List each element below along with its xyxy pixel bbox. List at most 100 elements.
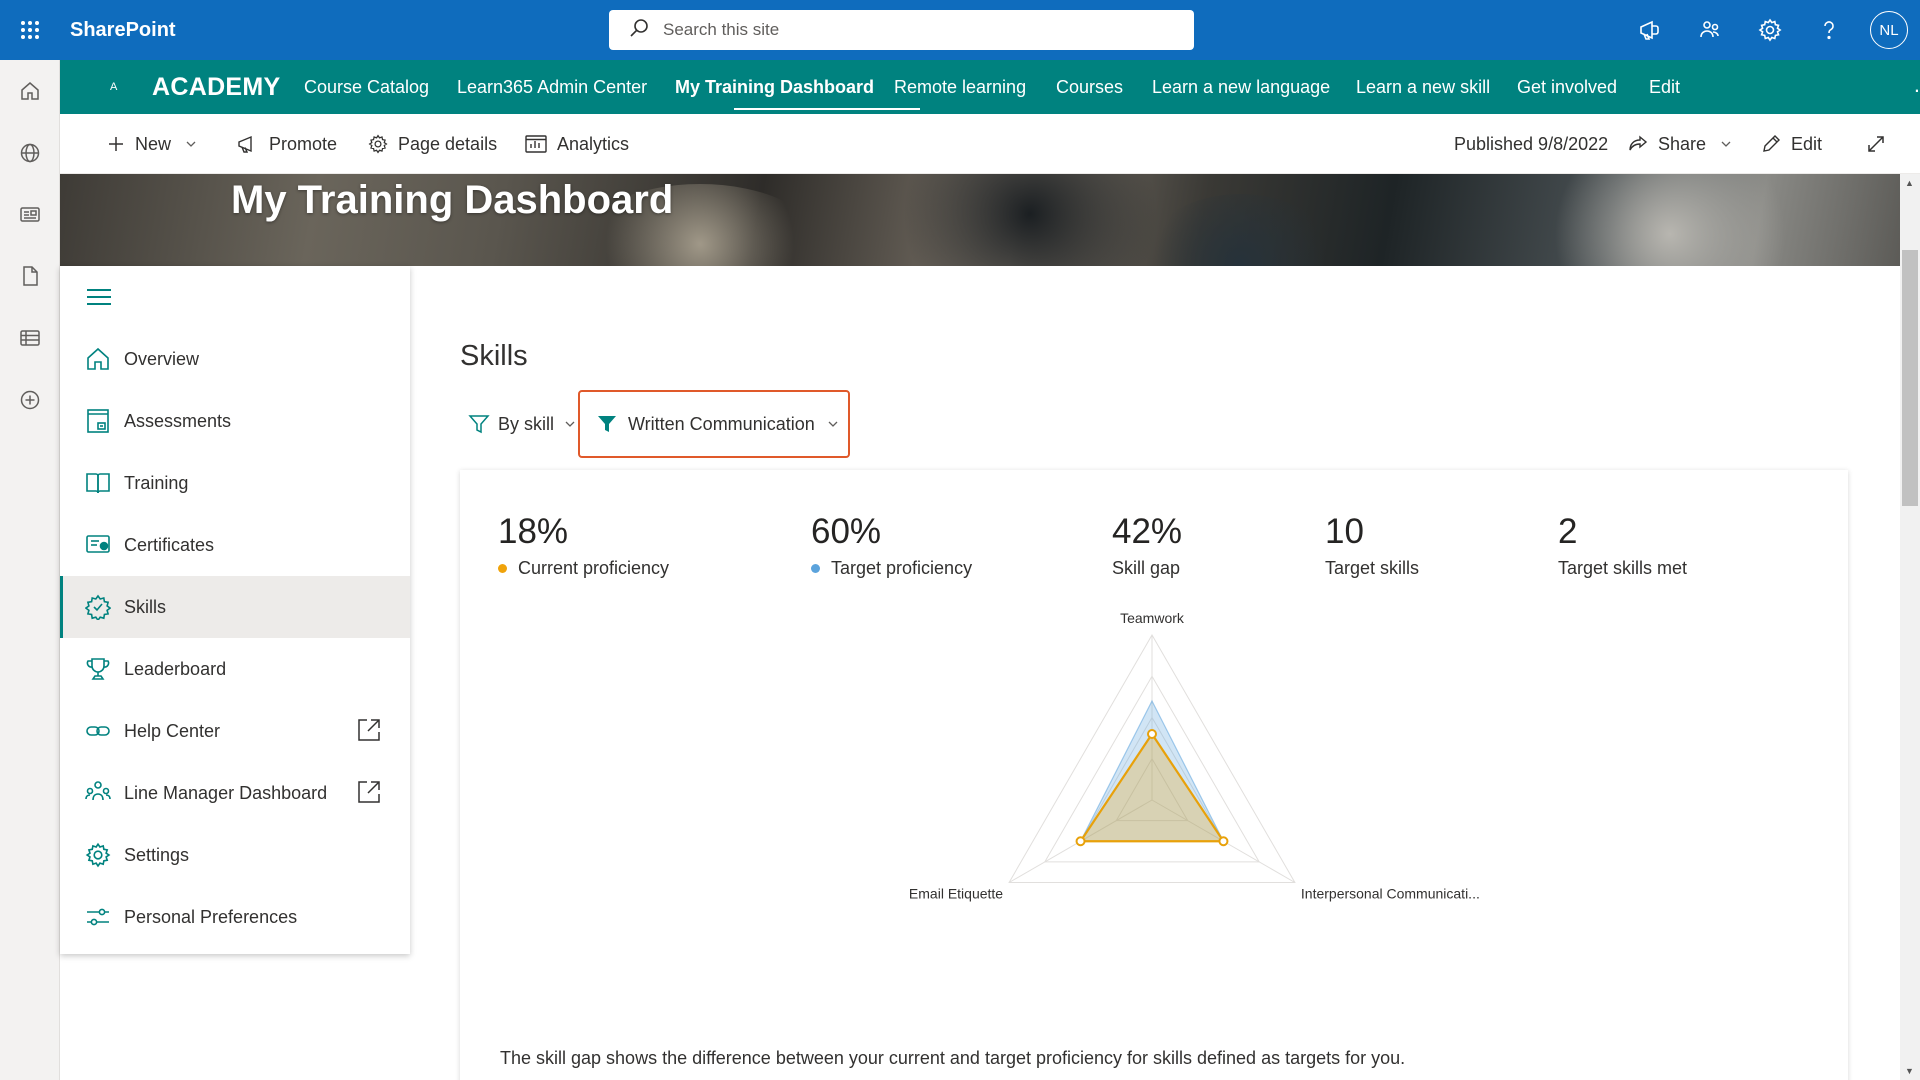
gear-icon: [368, 134, 388, 154]
hamburger-menu-icon[interactable]: [85, 286, 115, 316]
hub-link-courses[interactable]: Courses: [1056, 77, 1124, 97]
filter-by-dropdown[interactable]: By skill: [468, 404, 576, 444]
new-button[interactable]: New: [107, 114, 197, 174]
hero-banner: My Training Dashboard: [60, 174, 1900, 266]
skill-filter-value: Written Communication: [628, 413, 815, 434]
nav-item-training[interactable]: Training: [60, 452, 410, 514]
people-icon: [84, 779, 112, 807]
section-title: Skills: [460, 340, 528, 372]
metric-label: Target skills: [1325, 558, 1420, 578]
command-bar: New Promote Page details Analytics Publi…: [60, 114, 1920, 174]
nav-item-line-manager-dashboard[interactable]: Line Manager Dashboard: [60, 762, 410, 824]
avatar[interactable]: NL: [1870, 11, 1908, 49]
certificate-icon: [84, 531, 112, 559]
nav-item-personal-preferences[interactable]: Personal Preferences: [60, 886, 410, 948]
hub-link-learn-a-new-skill[interactable]: Learn a new skill: [1356, 77, 1491, 97]
filter-icon: [468, 415, 490, 434]
app-bar: [0, 60, 60, 1080]
nav-item-label: Skills: [124, 596, 167, 617]
skills-card: 18% Current proficiency 60% Target profi…: [460, 470, 1848, 1080]
analytics-button[interactable]: Analytics: [525, 114, 629, 174]
waffle-icon[interactable]: [10, 10, 50, 50]
analytics-label: Analytics: [557, 133, 630, 154]
page-details-button[interactable]: Page details: [368, 114, 497, 174]
metric-value: 42%: [1112, 512, 1183, 551]
hub-link-learn365-admin-center[interactable]: Learn365 Admin Center: [457, 77, 648, 97]
nav-item-label: Assessments: [124, 410, 232, 431]
expand-icon[interactable]: [1866, 114, 1896, 174]
link-icon: [84, 717, 112, 745]
edit-button-label: Edit: [1791, 133, 1823, 154]
megaphone-icon: [238, 135, 252, 153]
radar-data-point: [1075, 836, 1086, 847]
metric-label: Current proficiency: [518, 558, 670, 578]
book-icon: [84, 469, 112, 497]
nav-item-assessments[interactable]: Assessments: [60, 390, 410, 452]
skills-radar-chart: Teamwork Interpersonal Communicati... Emai…: [909, 610, 1480, 902]
skill-filter-dropdown[interactable]: Written Communication: [578, 390, 850, 458]
external-link-icon[interactable]: [356, 779, 384, 807]
radar-series-area: [1078, 732, 1226, 843]
edit-button[interactable]: Edit: [1761, 114, 1822, 174]
hub-link-my-training-dashboard[interactable]: My Training Dashboard: [675, 77, 875, 97]
promote-button[interactable]: Promote: [237, 114, 337, 174]
published-status: Published 9/8/2022: [1454, 133, 1609, 154]
metric-label: Skill gap: [1112, 558, 1181, 578]
metric-skill-gap: 42% Skill gap: [1112, 512, 1182, 579]
hub-link-remote-learning[interactable]: Remote learning: [894, 77, 1027, 97]
settings-icon[interactable]: [1752, 12, 1788, 48]
announcement-icon[interactable]: [1632, 12, 1668, 48]
nav-item-leaderboard[interactable]: Leaderboard: [60, 638, 410, 700]
metric-value: 2: [1558, 512, 1578, 551]
share-button[interactable]: Share: [1628, 114, 1732, 174]
hub-title[interactable]: ACADEMY: [152, 73, 281, 101]
home-icon[interactable]: [10, 71, 50, 111]
chevron-down-icon: [1721, 141, 1731, 147]
filter-filled-icon: [598, 416, 616, 432]
suite-bar: SharePoint NL: [0, 0, 1920, 60]
assessment-icon: [84, 407, 112, 435]
nav-item-label: Certificates: [124, 534, 215, 555]
search-icon: [629, 18, 649, 43]
metric-target-skills-met: 2 Target skills met: [1558, 512, 1687, 579]
search-input[interactable]: [663, 20, 1143, 40]
site-search[interactable]: [609, 10, 1194, 50]
globe-icon[interactable]: [10, 133, 50, 173]
nav-item-label: Line Manager Dashboard: [124, 782, 328, 803]
hub-link-course-catalog[interactable]: Course Catalog: [304, 77, 430, 97]
nav-item-certificates[interactable]: Certificates: [60, 514, 410, 576]
chevron-down-icon: [828, 421, 838, 427]
external-link-icon[interactable]: [356, 717, 384, 745]
active-link-underline: [734, 108, 920, 110]
hub-link-learn-a-new-language[interactable]: Learn a new language: [1152, 77, 1331, 97]
metric-value: 10: [1325, 512, 1364, 551]
more-icon[interactable]: ...: [1913, 72, 1920, 97]
nav-item-skills[interactable]: Skills: [60, 576, 410, 638]
news-icon[interactable]: [10, 194, 50, 234]
list-icon[interactable]: [10, 318, 50, 358]
analytics-icon: [525, 135, 547, 153]
nav-item-overview[interactable]: Overview: [60, 328, 410, 390]
hub-navigation: A ACADEMY Course Catalog Learn365 Admin …: [60, 60, 1920, 114]
nav-item-settings[interactable]: Settings: [60, 824, 410, 886]
hub-link-edit[interactable]: Edit: [1649, 77, 1681, 97]
nav-item-label: Settings: [124, 844, 190, 865]
hub-logo[interactable]: A: [110, 81, 118, 93]
preferences-icon: [84, 903, 112, 931]
metric-value: 60%: [811, 512, 882, 551]
help-icon[interactable]: [1811, 12, 1847, 48]
radar-axis-label: Teamwork: [1120, 610, 1185, 626]
nav-item-label: Personal Preferences: [124, 906, 298, 927]
radar-grid-ring: [1043, 675, 1261, 863]
scrollbar-thumb[interactable]: [1902, 250, 1918, 506]
scroll-down-arrow-icon[interactable]: ▼: [1905, 1066, 1914, 1076]
file-icon[interactable]: [10, 256, 50, 296]
app-brand[interactable]: SharePoint: [70, 19, 176, 41]
add-icon[interactable]: [10, 380, 50, 420]
scroll-up-arrow-icon[interactable]: ▲: [1905, 178, 1914, 188]
hub-link-get-involved[interactable]: Get involved: [1517, 77, 1618, 97]
nav-item-help-center[interactable]: Help Center: [60, 700, 410, 762]
radar-grid-ring: [1115, 757, 1189, 822]
teams-icon[interactable]: [1692, 12, 1728, 48]
legend-dot-current: [498, 564, 507, 573]
